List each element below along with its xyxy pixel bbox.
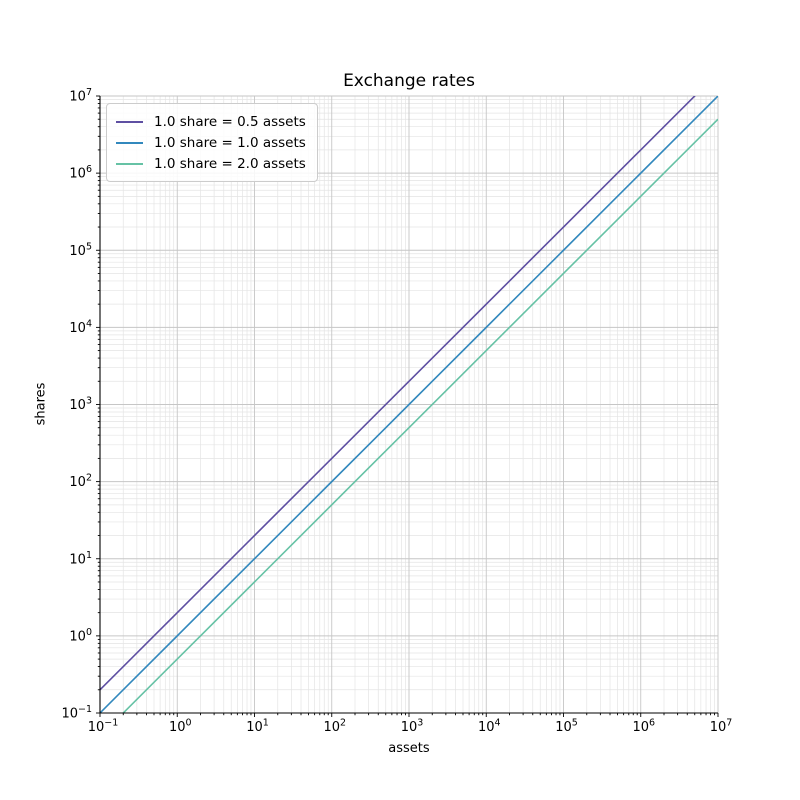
y-tick-label: 105 [69, 241, 92, 259]
legend: 1.0 share = 0.5 assets 1.0 share = 1.0 a… [106, 103, 318, 182]
x-tick-label: 104 [478, 718, 501, 736]
legend-swatch-line [116, 141, 143, 144]
series-line-1 [100, 96, 718, 713]
axis-spines [99, 96, 718, 714]
x-tick-label: 106 [632, 718, 655, 736]
y-tick-label: 102 [69, 473, 92, 491]
x-tick-label: 107 [710, 718, 733, 736]
y-tick-label: 107 [69, 87, 92, 105]
x-tick-label: 101 [246, 718, 269, 736]
legend-swatch-line [116, 162, 143, 165]
y-axis-label: shares [33, 382, 49, 426]
legend-label: 1.0 share = 0.5 assets [154, 113, 306, 130]
x-tick-label: 100 [169, 718, 192, 736]
x-tick-label: 10−1 [88, 718, 119, 736]
x-tick-label: 103 [401, 718, 424, 736]
chart-title: Exchange rates [343, 71, 475, 91]
legend-entry: 1.0 share = 2.0 assets [116, 153, 306, 174]
legend-entry: 1.0 share = 0.5 assets [116, 111, 306, 132]
y-tick-label: 104 [69, 318, 92, 336]
x-tick-label: 102 [323, 718, 346, 736]
y-tick-label: 101 [69, 550, 92, 568]
legend-entry: 1.0 share = 1.0 assets [116, 132, 306, 153]
series-line-2 [122, 118, 718, 713]
y-tick-label: 10−1 [61, 704, 92, 722]
legend-label: 1.0 share = 2.0 assets [154, 155, 306, 172]
y-tick-label: 100 [69, 627, 92, 645]
legend-label: 1.0 share = 1.0 assets [154, 134, 306, 151]
x-axis-label: assets [388, 741, 430, 756]
y-tick-label: 106 [69, 164, 92, 182]
series-line-0 [100, 96, 696, 691]
y-tick-label: 103 [69, 396, 92, 414]
legend-swatch-line [116, 120, 143, 123]
series-lines [100, 96, 718, 713]
x-tick-label: 105 [555, 718, 578, 736]
